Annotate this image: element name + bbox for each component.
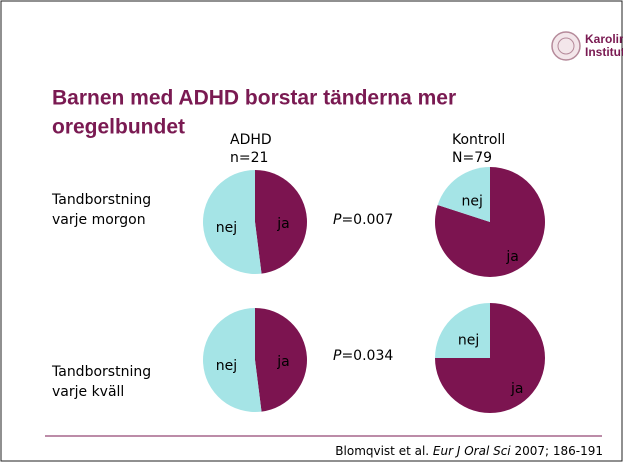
p-number: =0.007 (341, 212, 393, 228)
slice-label: nej (462, 194, 483, 210)
p-symbol: P (333, 212, 342, 228)
pie-slice (437, 167, 490, 222)
row-label: Tandborstning (51, 364, 151, 380)
p-value: P=0.007 (333, 212, 393, 228)
slice-label: ja (505, 249, 518, 265)
logo-text: Institutet (585, 45, 623, 59)
p-number: =0.034 (341, 348, 393, 364)
logo-seal-inner (557, 37, 575, 55)
p-symbol: P (333, 348, 342, 364)
pie-slice (203, 170, 262, 274)
slice-label: nej (216, 220, 237, 236)
column-n: N=79 (452, 150, 492, 166)
citation-rest: 2007; 186-191 (511, 444, 603, 458)
column-n: n=21 (230, 150, 268, 166)
logo-seal (551, 31, 581, 61)
slice-label: nej (458, 333, 479, 349)
slice-label: ja (276, 216, 289, 232)
slice-label: ja (276, 354, 289, 370)
pie-slice (203, 308, 262, 412)
slide-title: oregelbundet (52, 116, 185, 139)
citation-journal: Eur J Oral Sci (433, 444, 511, 458)
column-header: ADHD (230, 132, 272, 148)
pie-slice (435, 303, 490, 358)
slice-label: ja (510, 381, 523, 397)
pie-slice (255, 308, 308, 412)
citation: Blomqvist et al. Eur J Oral Sci 2007; 18… (335, 444, 603, 458)
column-header: Kontroll (452, 132, 505, 148)
row-label: Tandborstning (51, 192, 151, 208)
row-label: varje kväll (52, 384, 124, 400)
logo-text: Karolinska (585, 32, 623, 46)
citation-authors: Blomqvist et al. (335, 444, 433, 458)
p-value: P=0.034 (333, 348, 393, 364)
slide-title: Barnen med ADHD borstar tänderna mer (52, 87, 456, 110)
pie-slice (255, 170, 308, 274)
slice-label: nej (216, 358, 237, 374)
row-label: varje morgon (52, 212, 146, 228)
